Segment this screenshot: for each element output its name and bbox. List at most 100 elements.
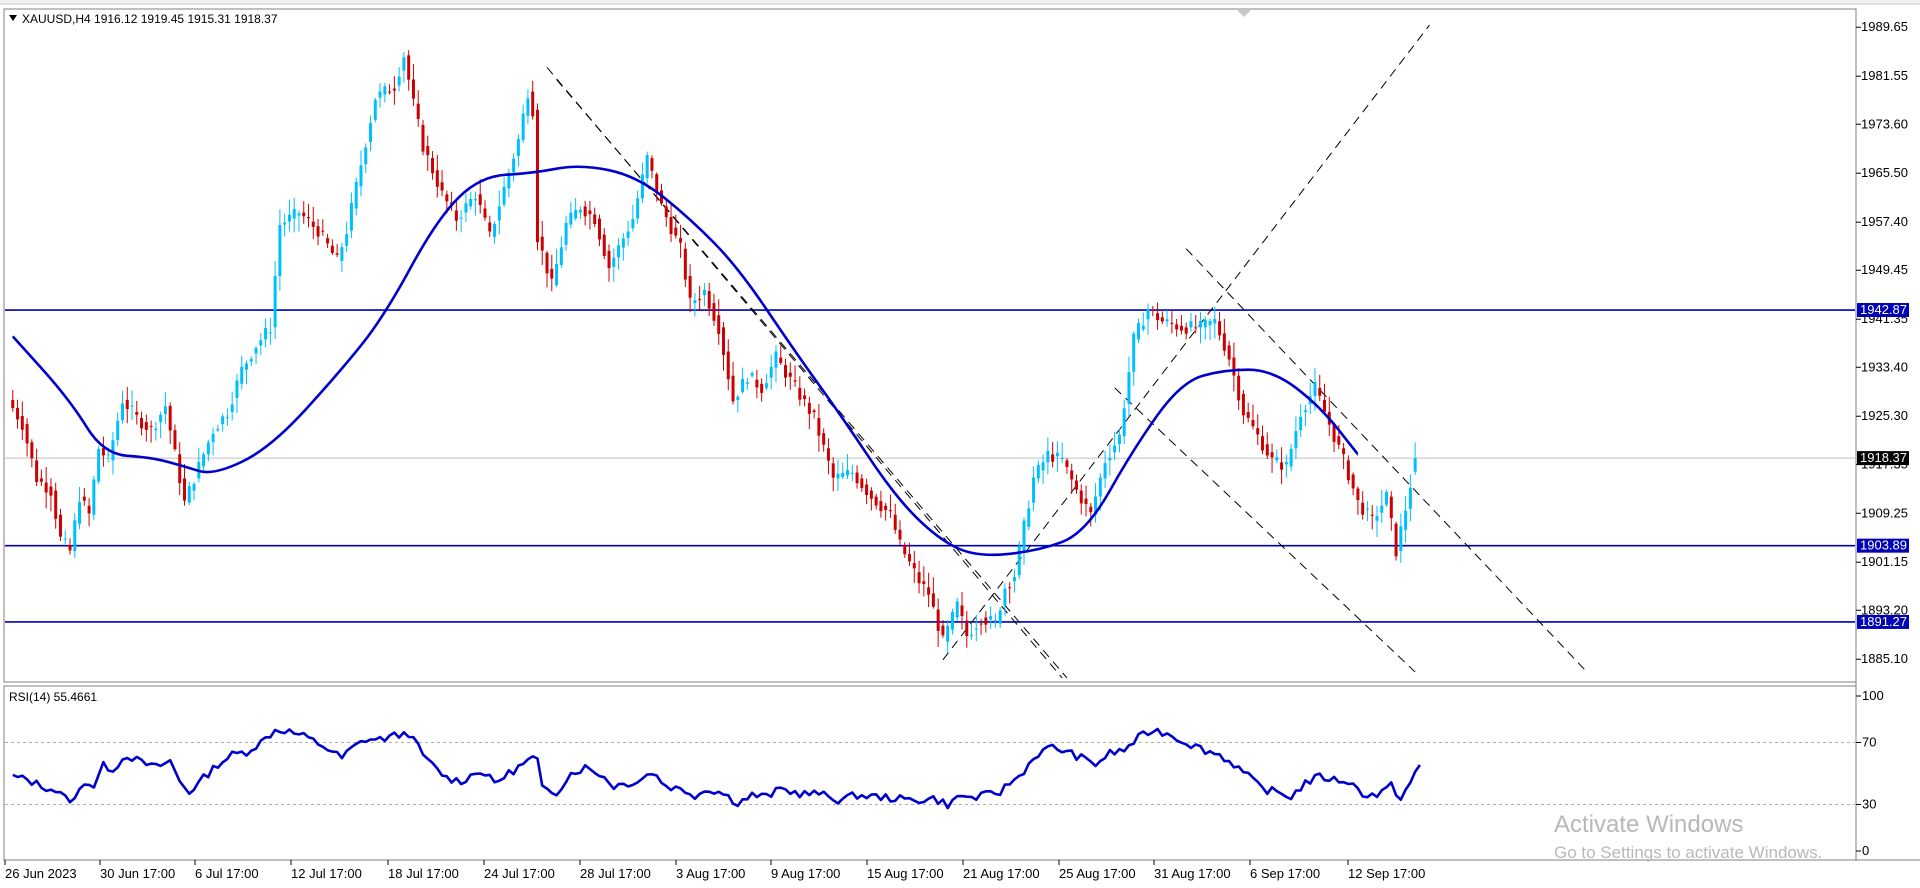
candle-body [888,510,892,512]
candle-body [793,380,797,382]
price-tick-label: 1949.45 [1861,262,1908,277]
candle-body [683,248,687,280]
candle-body [531,91,535,117]
candle-body [445,194,449,202]
candle-body [473,199,477,201]
candle-body [383,86,387,95]
candle-body [998,610,1002,624]
trendlines [546,24,1588,679]
price-axis: 1989.65 1981.55 1973.60 1965.50 1957.40 1949.… [1856,19,1908,666]
candle-body [717,315,721,334]
candle-body [469,198,473,207]
candle-body [817,418,821,436]
candle-body [578,209,582,213]
rsi-header: RSI(14) 55.4661 [9,690,97,704]
candle-body [192,484,196,491]
candle-body [364,147,368,165]
candle-body [264,328,268,340]
candle-body [459,217,463,219]
candle-body [478,194,482,206]
candle-body [1265,444,1269,456]
level-price-tag-label: 1891.27 [1860,614,1907,629]
candle-body [850,472,854,474]
candle-body [1189,321,1193,328]
candle-body [807,402,811,414]
moving-average-line [11,165,1359,557]
watermark-subtitle: Go to Settings to activate Windows. [1554,843,1822,862]
candle-body [955,601,959,618]
candle-body [912,563,916,569]
candle-body [745,382,749,384]
candle-body [182,478,186,501]
candle-body [216,428,220,431]
candle-body [1036,464,1040,479]
candle-body [884,505,888,511]
price-tick-label: 1989.65 [1861,19,1908,34]
candle-body [931,593,935,607]
candle-body [392,88,396,91]
time-tick-label: 12 Sep 17:00 [1348,866,1425,881]
candle-body [1094,496,1098,515]
candle-body [426,146,430,156]
candle-body [1060,458,1064,460]
trendline-dashed[interactable] [546,67,1063,679]
candle-body [593,214,597,225]
candle-body [1294,431,1298,449]
candle-body [1337,436,1341,445]
candle-body [106,454,110,456]
candle-body [1027,508,1031,527]
price-panel[interactable] [3,8,1857,683]
candle-body [597,218,601,240]
candle-body [25,424,29,444]
candle-body [1065,460,1069,468]
candle-body [435,170,439,187]
rsi-indicator: 100 70 30 0 [5,688,1884,858]
candle-body [950,611,954,630]
symbol-menu-icon[interactable] [9,15,17,21]
candle-body [1218,321,1222,336]
candle-body [345,234,349,246]
candle-body [249,359,253,362]
candle-body [1179,325,1183,331]
candle-body [750,373,754,376]
candle-body [736,396,740,400]
candle-body [1280,462,1284,470]
candle-body [49,486,53,496]
price-tags: 1942.87 1903.89 1891.27 1918.37 [1857,302,1909,629]
current-price-tag-label: 1918.37 [1860,450,1907,465]
candle-body [893,514,897,530]
time-tick-label: 12 Jul 17:00 [291,866,362,881]
candle-body [154,428,158,431]
price-tick-label: 1957.40 [1861,214,1908,229]
candle-body [826,448,830,461]
candle-body [1261,436,1265,451]
candle-body [1194,327,1198,329]
candle-body [540,236,544,251]
trendline-dashed[interactable] [942,24,1430,661]
candle-body [225,417,229,419]
candle-body [1012,577,1016,582]
scroll-marker-icon[interactable] [1237,10,1251,17]
candle-body [369,123,373,142]
candle-body [984,617,988,625]
candle-body [221,416,225,425]
candle-body [87,505,91,514]
candle-body [73,520,77,552]
trendline-dashed[interactable] [1114,387,1416,673]
candle-body [326,238,330,244]
candle-body [130,405,134,407]
candle-body [1275,457,1279,461]
candle-body [702,289,706,296]
trendline-dashed[interactable] [556,79,1068,679]
level-price-tag [1857,303,1909,318]
candle-body [464,203,468,213]
candle-body [922,581,926,584]
candle-body [879,501,883,512]
trendline-dashed[interactable] [1185,248,1588,673]
candle-body [927,587,931,595]
candle-body [855,472,859,484]
candle-body [693,300,697,304]
candle-body [760,383,764,393]
time-tick-label: 18 Jul 17:00 [388,866,459,881]
candle-body [1041,462,1045,471]
